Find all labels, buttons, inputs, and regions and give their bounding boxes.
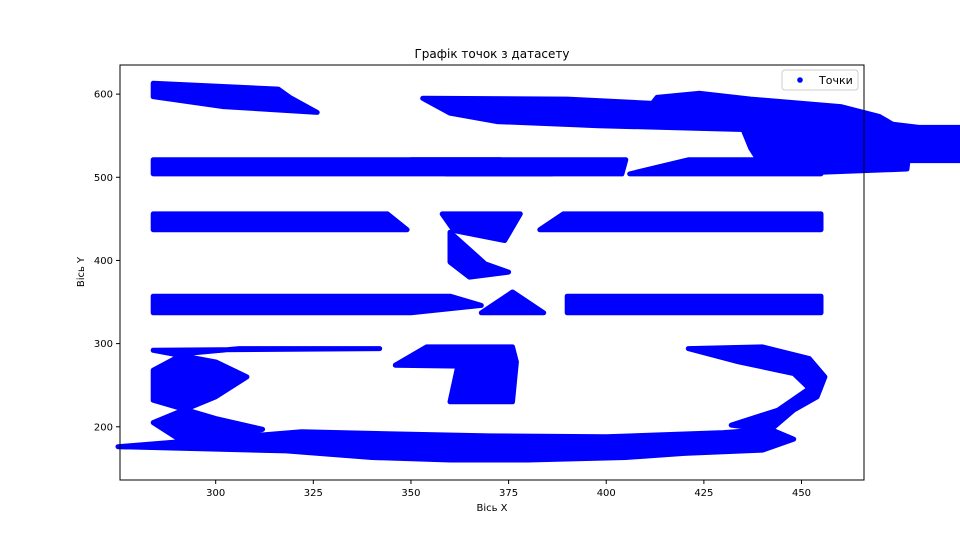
point-cluster-17	[685, 344, 828, 433]
point-cluster-9	[537, 211, 824, 233]
chart-title: Графік точок з датасету	[414, 47, 569, 61]
x-tick-label: 425	[694, 488, 713, 499]
points-layer	[115, 80, 960, 463]
y-axis: 200 300 400 500 600	[94, 90, 120, 433]
x-tick-label: 375	[499, 488, 518, 499]
point-cluster-11	[150, 293, 484, 316]
point-cluster-15	[392, 344, 519, 405]
x-tick-label: 400	[597, 488, 616, 499]
point-cluster-7	[150, 211, 410, 233]
plot-frame	[119, 64, 865, 481]
legend-label: Точки	[818, 74, 853, 87]
point-cluster-12	[478, 289, 547, 316]
point-cluster-13	[564, 293, 824, 316]
point-cluster-6	[627, 157, 824, 177]
point-cluster-5	[408, 157, 629, 177]
legend-box	[781, 69, 859, 91]
point-cluster-16	[115, 426, 797, 463]
x-tick-label: 350	[401, 488, 420, 499]
point-cluster-10	[447, 229, 512, 280]
x-tick-label: 300	[206, 488, 225, 499]
x-tick-label: 325	[304, 488, 323, 499]
x-axis-label: Вісь X	[476, 502, 507, 514]
y-tick-label: 400	[94, 256, 113, 267]
y-tick-label: 500	[94, 173, 113, 184]
point-cluster-8	[439, 211, 523, 243]
y-tick-label: 300	[94, 339, 113, 350]
y-tick-label: 200	[94, 422, 113, 433]
legend-marker-icon	[797, 77, 803, 83]
y-axis-label: Вісь Y	[75, 256, 87, 287]
y-tick-label: 600	[94, 90, 113, 101]
x-axis: 300 325 350 375 400 425 450	[206, 480, 811, 499]
legend: Точки	[781, 69, 859, 91]
point-cluster-1	[150, 80, 320, 115]
x-tick-label: 450	[792, 488, 811, 499]
